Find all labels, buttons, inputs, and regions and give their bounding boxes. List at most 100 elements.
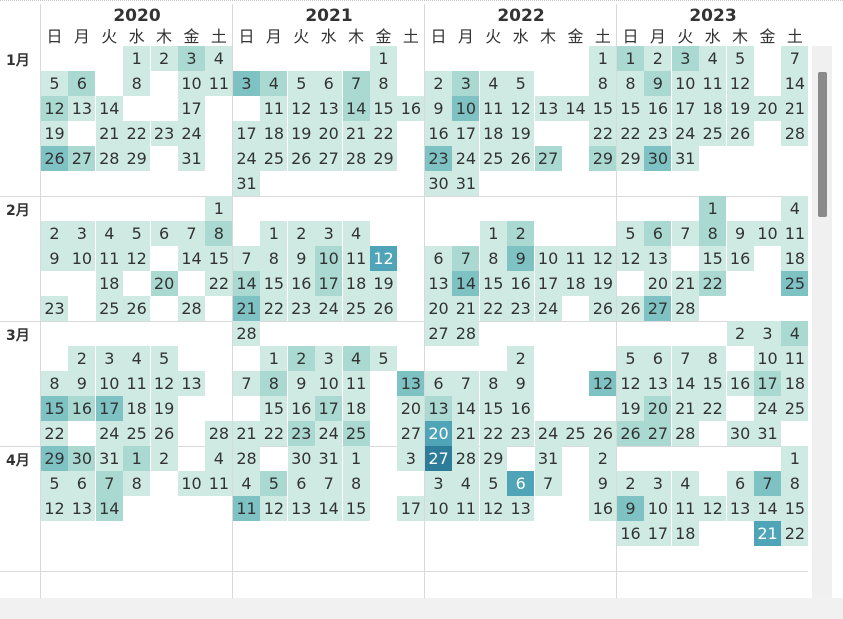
- day-cell[interactable]: 29: [41, 446, 68, 471]
- day-cell[interactable]: 19: [726, 96, 754, 121]
- day-cell[interactable]: 17: [534, 271, 562, 296]
- day-cell[interactable]: 10: [178, 71, 205, 96]
- day-cell[interactable]: 16: [397, 96, 425, 121]
- day-cell[interactable]: 28: [178, 296, 205, 321]
- day-cell[interactable]: 7: [233, 371, 260, 396]
- day-cell[interactable]: 4: [205, 46, 233, 71]
- day-cell[interactable]: 21: [233, 421, 260, 446]
- day-cell[interactable]: 13: [644, 246, 672, 271]
- day-cell[interactable]: 26: [370, 296, 397, 321]
- day-cell[interactable]: 2: [425, 71, 452, 96]
- day-cell[interactable]: 30: [425, 171, 452, 196]
- day-cell[interactable]: 14: [178, 246, 205, 271]
- day-cell[interactable]: 9: [644, 71, 672, 96]
- day-cell[interactable]: 1: [123, 46, 151, 71]
- scrollbar-thumb[interactable]: [818, 72, 827, 217]
- day-cell[interactable]: 1: [589, 46, 617, 71]
- day-cell[interactable]: 1: [617, 46, 644, 71]
- day-cell[interactable]: 21: [95, 121, 123, 146]
- day-cell[interactable]: 10: [315, 371, 343, 396]
- day-cell[interactable]: 12: [479, 496, 507, 521]
- day-cell[interactable]: 15: [589, 96, 617, 121]
- day-cell[interactable]: 18: [479, 121, 507, 146]
- day-cell[interactable]: 13: [178, 371, 205, 396]
- day-cell[interactable]: 27: [425, 321, 452, 346]
- day-cell[interactable]: 8: [370, 71, 397, 96]
- day-cell[interactable]: 11: [562, 246, 589, 271]
- day-cell[interactable]: 27: [644, 421, 672, 446]
- day-cell[interactable]: 14: [671, 371, 699, 396]
- day-cell[interactable]: 10: [671, 71, 699, 96]
- day-cell[interactable]: 12: [589, 371, 617, 396]
- day-cell[interactable]: 2: [507, 346, 535, 371]
- day-cell[interactable]: 31: [671, 146, 699, 171]
- day-cell[interactable]: 23: [150, 121, 178, 146]
- day-cell[interactable]: 26: [507, 146, 535, 171]
- day-cell[interactable]: 15: [41, 396, 68, 421]
- day-cell[interactable]: 31: [178, 146, 205, 171]
- day-cell[interactable]: 17: [315, 396, 343, 421]
- day-cell[interactable]: 23: [507, 296, 535, 321]
- day-cell[interactable]: 25: [562, 421, 589, 446]
- day-cell[interactable]: 15: [617, 96, 644, 121]
- day-cell[interactable]: 22: [617, 121, 644, 146]
- day-cell[interactable]: 8: [699, 346, 727, 371]
- day-cell[interactable]: 28: [781, 121, 808, 146]
- day-cell[interactable]: 8: [617, 71, 644, 96]
- day-cell[interactable]: 13: [287, 496, 315, 521]
- day-cell[interactable]: 3: [754, 321, 781, 346]
- day-cell[interactable]: 15: [205, 246, 233, 271]
- day-cell[interactable]: 12: [123, 246, 151, 271]
- day-cell[interactable]: 21: [671, 396, 699, 421]
- day-cell[interactable]: 4: [342, 346, 370, 371]
- day-cell[interactable]: 1: [699, 196, 727, 221]
- day-cell[interactable]: 24: [178, 121, 205, 146]
- day-cell[interactable]: 17: [397, 496, 425, 521]
- day-cell[interactable]: 20: [425, 421, 452, 446]
- day-cell[interactable]: 15: [479, 396, 507, 421]
- day-cell[interactable]: 22: [41, 421, 68, 446]
- day-cell[interactable]: 31: [95, 446, 123, 471]
- day-cell[interactable]: 6: [644, 346, 672, 371]
- day-cell[interactable]: 16: [589, 496, 617, 521]
- day-cell[interactable]: 4: [95, 221, 123, 246]
- day-cell[interactable]: 6: [726, 471, 754, 496]
- day-cell[interactable]: 3: [671, 46, 699, 71]
- day-cell[interactable]: 26: [150, 421, 178, 446]
- day-cell[interactable]: 30: [726, 421, 754, 446]
- day-cell[interactable]: 19: [287, 121, 315, 146]
- day-cell[interactable]: 19: [617, 396, 644, 421]
- day-cell[interactable]: 25: [95, 296, 123, 321]
- day-cell[interactable]: 11: [342, 371, 370, 396]
- day-cell[interactable]: 15: [260, 271, 288, 296]
- day-cell[interactable]: 13: [68, 96, 96, 121]
- day-cell[interactable]: 2: [68, 346, 96, 371]
- day-cell[interactable]: 15: [370, 96, 397, 121]
- day-cell[interactable]: 21: [342, 121, 370, 146]
- calendar-heatmap[interactable]: 2020 日月火水木金土 2021 日月火水木金土 2022 日月火水木金土 2023 日月火…: [0, 0, 808, 598]
- day-cell[interactable]: 17: [644, 521, 672, 546]
- day-cell[interactable]: 22: [699, 396, 727, 421]
- day-cell[interactable]: 12: [41, 496, 68, 521]
- day-cell[interactable]: 25: [781, 271, 808, 296]
- day-cell[interactable]: 25: [699, 121, 727, 146]
- day-cell[interactable]: 10: [754, 346, 781, 371]
- day-cell[interactable]: 12: [260, 496, 288, 521]
- day-cell[interactable]: 3: [315, 346, 343, 371]
- day-cell[interactable]: 21: [781, 96, 808, 121]
- day-cell[interactable]: 16: [425, 121, 452, 146]
- day-cell[interactable]: 5: [507, 71, 535, 96]
- day-cell[interactable]: 4: [342, 221, 370, 246]
- day-cell[interactable]: 7: [781, 46, 808, 71]
- day-cell[interactable]: 8: [41, 371, 68, 396]
- day-cell[interactable]: 12: [699, 496, 727, 521]
- day-cell[interactable]: 4: [479, 71, 507, 96]
- day-cell[interactable]: 9: [589, 471, 617, 496]
- day-cell[interactable]: 16: [726, 371, 754, 396]
- day-cell[interactable]: 21: [233, 296, 260, 321]
- day-cell[interactable]: 18: [123, 396, 151, 421]
- day-cell[interactable]: 3: [95, 346, 123, 371]
- day-cell[interactable]: 1: [479, 221, 507, 246]
- day-cell[interactable]: 23: [507, 421, 535, 446]
- day-cell[interactable]: 14: [452, 271, 480, 296]
